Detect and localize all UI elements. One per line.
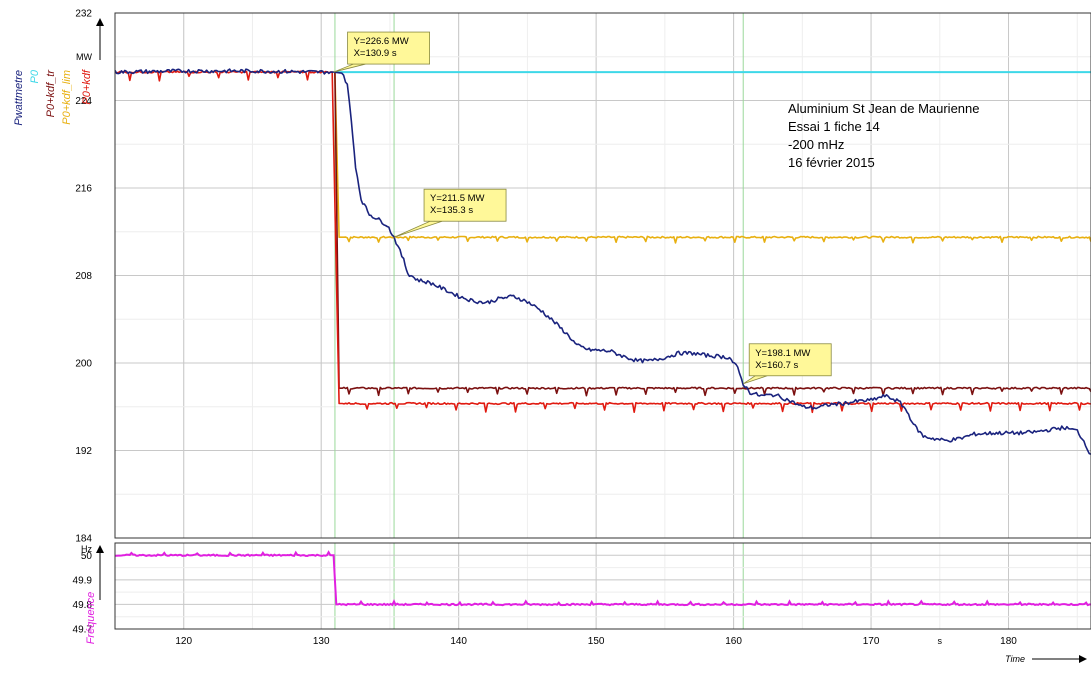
tooltip-pointer bbox=[742, 375, 768, 385]
note-line: 16 février 2015 bbox=[788, 155, 875, 170]
series-line-P0+kdf_lim bbox=[334, 72, 1091, 244]
test-info-note: Aluminium St Jean de Maurienne Essai 1 fi… bbox=[788, 101, 980, 170]
series-line-frequence bbox=[115, 550, 1091, 607]
x-tick-label: 130 bbox=[313, 636, 330, 647]
tooltip-box bbox=[347, 31, 430, 65]
y-tick-label: 49.8 bbox=[73, 600, 93, 611]
y-tick-label: 216 bbox=[75, 184, 92, 195]
power-annotations: Y=226.6 MWX=130.9 sY=211.5 MWX=135.3 sY=… bbox=[333, 31, 832, 385]
x-tick-label: 180 bbox=[1000, 636, 1017, 647]
power-y-axis: 184 192 200 208 216 224 232 MW bbox=[75, 9, 104, 545]
y-axis-arrowhead bbox=[96, 545, 104, 553]
note-line: Essai 1 fiche 14 bbox=[788, 119, 880, 134]
y-unit-label: Hz bbox=[81, 544, 92, 554]
legend-entry: P0+kdf bbox=[81, 69, 93, 104]
note-line: -200 mHz bbox=[788, 137, 844, 152]
y-unit-label: MW bbox=[76, 52, 92, 62]
x-axis-title: Time bbox=[1005, 654, 1025, 664]
tooltip-pointer bbox=[333, 63, 366, 73]
power-grid bbox=[114, 12, 1091, 539]
y-axis-arrowhead bbox=[96, 18, 104, 26]
y-tick-label: 49.9 bbox=[73, 575, 93, 586]
data-tooltip: Y=211.5 MWX=135.3 s bbox=[393, 188, 507, 238]
y-tick-label: 192 bbox=[75, 446, 92, 457]
tooltip-pointer bbox=[393, 220, 443, 238]
tooltip-text: X=130.9 s bbox=[354, 48, 397, 59]
y-tick-label: 232 bbox=[75, 9, 92, 20]
tooltip-text: Y=226.6 MW bbox=[354, 36, 409, 47]
frequency-plot-frame bbox=[114, 542, 1091, 630]
tooltip-text: X=135.3 s bbox=[430, 205, 473, 216]
power-series bbox=[114, 68, 1091, 456]
y-tick-label: 224 bbox=[75, 96, 92, 107]
x-tick-label: 150 bbox=[588, 636, 605, 647]
time-x-axis: 120 130 140 150 160 170 180 s Time bbox=[175, 636, 1087, 664]
tooltip-text: Y=198.1 MW bbox=[755, 348, 810, 359]
series-line-P0+kdf_tr bbox=[334, 72, 1091, 397]
y-tick-label: 49.7 bbox=[73, 625, 93, 636]
legend-entry: P0 bbox=[29, 69, 41, 83]
data-tooltip: Y=226.6 MWX=130.9 s bbox=[333, 31, 430, 73]
y-tick-label: 50 bbox=[81, 551, 93, 562]
tooltip-text: Y=211.5 MW bbox=[430, 193, 485, 204]
x-tick-label: 140 bbox=[450, 636, 467, 647]
data-tooltip: Y=198.1 MWX=160.7 s bbox=[742, 343, 832, 385]
x-unit-label: s bbox=[938, 636, 943, 646]
tooltip-text: X=160.7 s bbox=[755, 360, 798, 371]
legend-entry: P0+kdf_lim bbox=[61, 70, 73, 125]
x-tick-label: 170 bbox=[863, 636, 880, 647]
x-axis-arrowhead bbox=[1079, 655, 1087, 663]
series-line-P0+kdf bbox=[114, 70, 1091, 414]
y-tick-label: 184 bbox=[75, 534, 92, 545]
legend-entry: P0+kdf_tr bbox=[45, 69, 57, 118]
y-tick-label: 200 bbox=[75, 359, 92, 370]
y-tick-label: 208 bbox=[75, 271, 92, 282]
frequency-series bbox=[115, 550, 1091, 607]
power-plot-frame bbox=[114, 12, 1091, 539]
tooltip-box bbox=[748, 343, 832, 377]
x-tick-label: 160 bbox=[725, 636, 742, 647]
legend: Pwattmetre P0 P0+kdf_tr P0+kdf_lim P0+kdf Fré… bbox=[13, 69, 97, 645]
legend-entry: Fréquence bbox=[85, 592, 97, 645]
tooltip-box bbox=[423, 188, 507, 222]
power-panel: 184 192 200 208 216 224 232 MW Y=226.6 MWX=130.… bbox=[75, 9, 1091, 545]
series-line-Pwattmetre bbox=[114, 68, 1091, 456]
legend-entry: Pwattmetre bbox=[13, 70, 25, 126]
x-tick-label: 120 bbox=[175, 636, 192, 647]
note-line: Aluminium St Jean de Maurienne bbox=[788, 101, 980, 116]
